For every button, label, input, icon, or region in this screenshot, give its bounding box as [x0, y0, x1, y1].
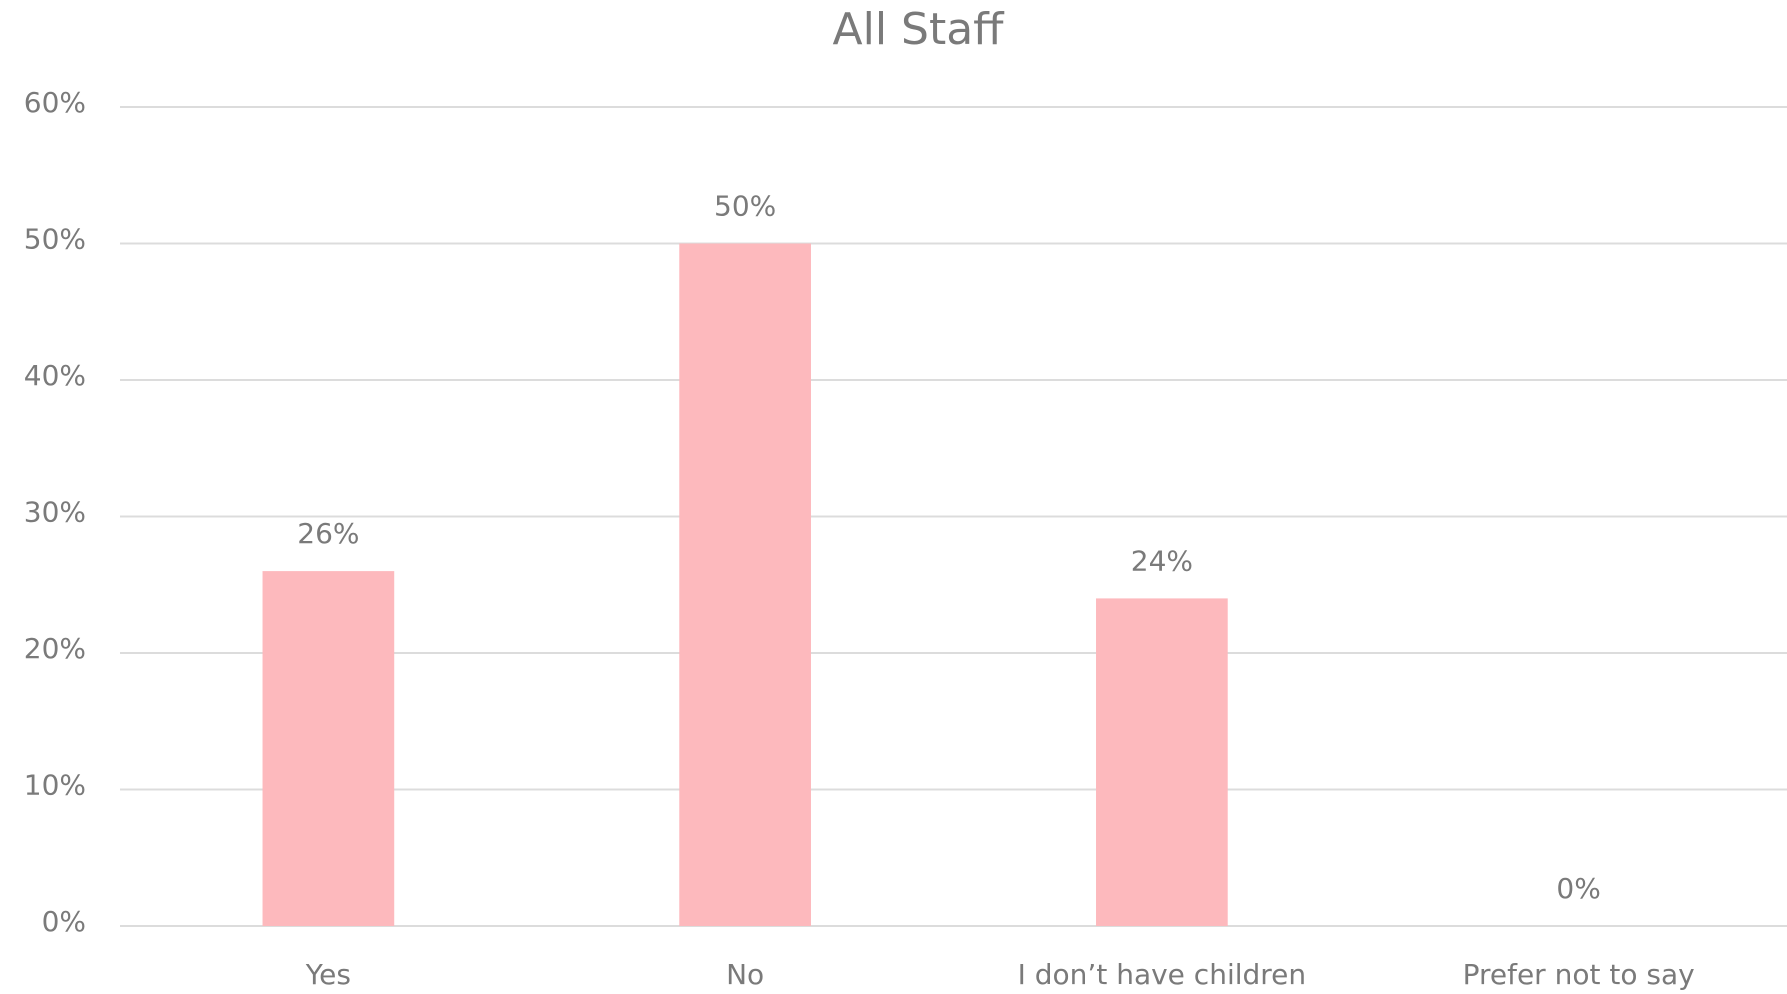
bar	[679, 243, 811, 926]
bar	[1096, 598, 1228, 926]
y-tick-label: 20%	[24, 632, 86, 665]
x-tick-label: Yes	[305, 958, 351, 991]
bar	[262, 571, 395, 926]
x-tick-label: No	[726, 958, 764, 991]
y-tick-label: 10%	[24, 769, 86, 802]
data-label: 26%	[297, 517, 359, 550]
data-label: 50%	[714, 190, 776, 223]
y-tick-label: 60%	[24, 86, 86, 119]
chart-title: All Staff	[833, 4, 1006, 55]
x-tick-label: I don’t have children	[1018, 958, 1307, 991]
y-tick-label: 50%	[24, 223, 86, 256]
data-label: 24%	[1131, 544, 1193, 577]
y-tick-label: 30%	[24, 496, 86, 529]
y-tick-label: 0%	[42, 905, 86, 938]
x-tick-label: Prefer not to say	[1463, 958, 1695, 991]
data-label: 0%	[1556, 872, 1600, 905]
y-tick-label: 40%	[24, 359, 86, 392]
